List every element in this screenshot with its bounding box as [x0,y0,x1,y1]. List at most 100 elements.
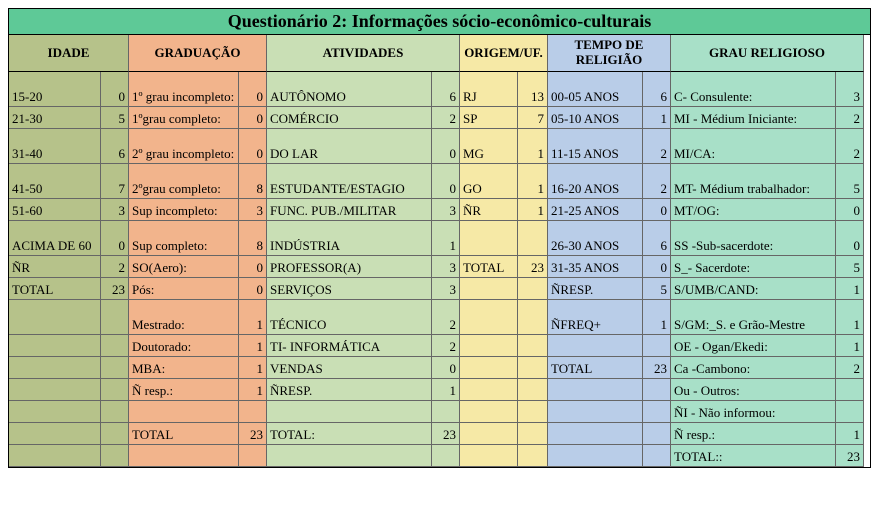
table-cell [432,401,460,423]
table-cell: 1 [643,300,671,335]
table-cell: 2 [836,129,864,164]
table-cell: 31-35 ANOS [548,256,643,278]
table-cell: ÑFREQ+ [548,300,643,335]
table-cell: 26-30 ANOS [548,221,643,256]
table-cell [9,401,101,423]
table-cell: FUNC. PUB./MILITAR [267,199,432,221]
table-cell: 0 [432,129,460,164]
table-cell [836,401,864,423]
table-cell: 1 [239,379,267,401]
table-cell [101,335,129,357]
table-cell: Mestrado: [129,300,239,335]
table-cell: 2 [432,300,460,335]
table-cell: 3 [432,278,460,300]
table-cell: 2 [432,335,460,357]
table-cell: 2 [643,164,671,199]
table-cell: ÑR [9,256,101,278]
table-cell: MBA: [129,357,239,379]
table-cell: ACIMA DE 60 [9,221,101,256]
table-cell: Ca -Cambono: [671,357,836,379]
table-cell [9,423,101,445]
table-cell: 1 [432,379,460,401]
table-cell: S_- Sacerdote: [671,256,836,278]
table-cell: MG [460,129,518,164]
table-cell: 1 [239,335,267,357]
table-cell: 41-50 [9,164,101,199]
table-cell: 3 [432,256,460,278]
table-cell [460,300,518,335]
table-cell: GO [460,164,518,199]
table-cell: TI- INFORMÁTICA [267,335,432,357]
table-cell [101,423,129,445]
table-cell: 1º grau incompleto: [129,72,239,107]
table-cell: 6 [643,221,671,256]
table-cell: 1 [518,199,548,221]
table-cell: 7 [518,107,548,129]
table-cell [460,357,518,379]
table-cell [101,357,129,379]
table-cell: 1 [643,107,671,129]
table-cell: TEMPO DE RELIGIÃO [548,35,671,72]
table-cell: MI/CA: [671,129,836,164]
table-cell: 1 [836,335,864,357]
table-cell: 1 [836,278,864,300]
table-cell [643,401,671,423]
table-title: Questionário 2: Informações sócio-econôm… [9,9,870,35]
table-cell: 0 [239,107,267,129]
questionnaire-table: Questionário 2: Informações sócio-econôm… [8,8,871,468]
table-cell [460,335,518,357]
table-cell [267,445,432,467]
table-cell: IDADE [9,35,129,72]
table-cell: 0 [101,221,129,256]
table-cell: 6 [643,72,671,107]
table-cell [548,423,643,445]
table-cell [643,335,671,357]
table-cell [518,357,548,379]
table-cell: 2º grau incompleto: [129,129,239,164]
table-cell: 7 [101,164,129,199]
table-cell: GRAU RELIGIOSO [671,35,864,72]
table-grid: IDADEGRADUAÇÃOATIVIDADESORIGEM/UF.TEMPO … [9,35,870,467]
table-cell: Pós: [129,278,239,300]
table-cell [101,379,129,401]
table-cell: COMÉRCIO [267,107,432,129]
table-cell: 21-30 [9,107,101,129]
table-cell [518,423,548,445]
table-cell [643,379,671,401]
table-cell: SS -Sub-sacerdote: [671,221,836,256]
table-cell: 1 [518,129,548,164]
table-cell: 6 [432,72,460,107]
table-cell: ÑR [460,199,518,221]
table-cell: 23 [836,445,864,467]
table-cell: 1 [518,164,548,199]
table-cell [518,221,548,256]
table-cell: 0 [239,278,267,300]
table-cell: MI - Médium Iniciante: [671,107,836,129]
table-cell [548,445,643,467]
table-cell [460,423,518,445]
table-cell [129,445,239,467]
table-cell: 23 [101,278,129,300]
table-cell [101,445,129,467]
table-cell: 2 [101,256,129,278]
table-cell: Doutorado: [129,335,239,357]
table-cell: TOTAL [460,256,518,278]
table-cell: ÑRESP. [548,278,643,300]
table-cell: 0 [101,72,129,107]
table-cell [101,300,129,335]
table-cell [643,445,671,467]
table-cell [9,335,101,357]
table-cell: 23 [643,357,671,379]
table-cell [460,379,518,401]
table-cell: 0 [239,129,267,164]
table-cell: 1 [239,300,267,335]
table-cell [239,445,267,467]
table-cell: 5 [643,278,671,300]
table-cell [518,278,548,300]
table-cell: 0 [643,256,671,278]
table-cell: 2ºgrau completo: [129,164,239,199]
table-cell: ATIVIDADES [267,35,460,72]
table-cell: S/UMB/CAND: [671,278,836,300]
table-cell: MT/OG: [671,199,836,221]
table-cell: 23 [518,256,548,278]
